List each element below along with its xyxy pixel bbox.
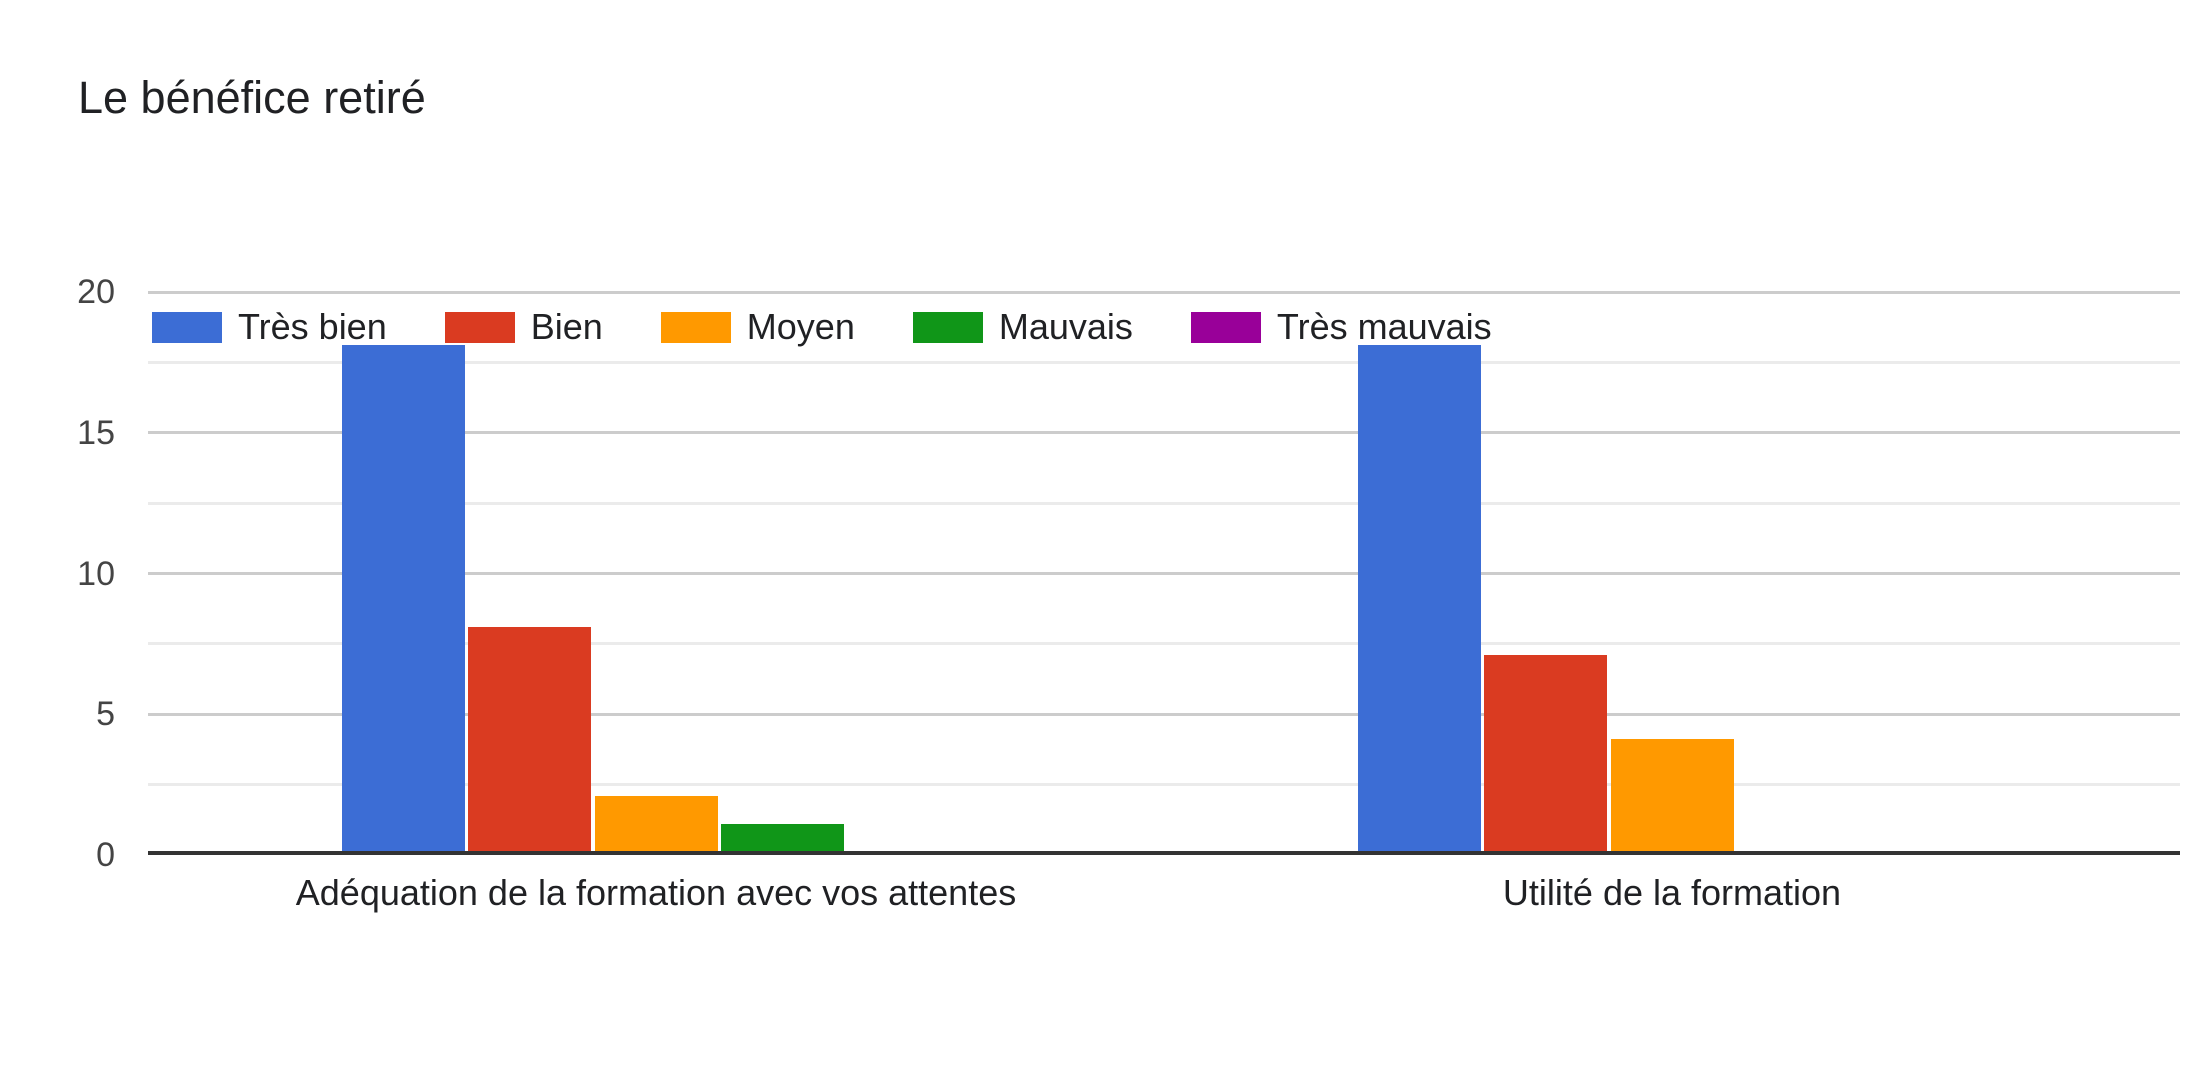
y-gridline-major — [148, 572, 2180, 575]
y-gridline-major — [148, 431, 2180, 435]
legend-label: Moyen — [746, 306, 855, 347]
legend-item-tres-bien: Très bien — [152, 306, 387, 348]
legend-item-moyen: Moyen — [660, 306, 855, 348]
bar-group1-tres-bien — [341, 345, 465, 852]
legend-swatch-tres-mauvais — [1190, 311, 1261, 343]
plot-area — [148, 290, 2180, 855]
x-axis-category-label: Utilité de la formation — [1502, 872, 1842, 913]
legend-label: Mauvais — [998, 306, 1133, 347]
y-tick-label: 20 — [77, 273, 115, 311]
x-axis-category-label: Adéquation de la formation avec vos atte… — [295, 872, 1017, 913]
bar-group1-bien — [468, 626, 592, 852]
legend-swatch-tres-bien — [152, 311, 222, 343]
legend-label: Bien — [530, 306, 603, 347]
legend-swatch-mauvais — [912, 311, 983, 343]
bar-group2-bien — [1484, 654, 1608, 852]
bar-group2-tres-bien — [1357, 345, 1481, 852]
y-gridline-minor — [148, 360, 2180, 364]
y-gridline-minor — [148, 783, 2180, 787]
y-gridline-minor — [148, 642, 2180, 646]
legend-label: Très mauvais — [1276, 306, 1492, 347]
legend-item-mauvais: Mauvais — [912, 306, 1133, 348]
y-gridline-minor — [148, 501, 2180, 505]
y-gridline-major — [148, 712, 2180, 716]
legend-swatch-bien — [444, 311, 515, 343]
y-gridline-major — [148, 290, 2180, 294]
legend-item-bien: Bien — [444, 306, 603, 348]
y-tick-label: 0 — [96, 836, 115, 874]
x-axis-line — [148, 851, 2180, 855]
y-tick-label: 15 — [77, 413, 115, 452]
bar-group2-moyen — [1610, 739, 1734, 852]
legend: Très bien Bien Moyen Mauvais Très mauvais — [152, 306, 1492, 348]
chart-title: Le bénéfice retiré — [78, 72, 426, 123]
legend-item-tres-mauvais: Très mauvais — [1190, 306, 1492, 348]
legend-label: Très bien — [238, 306, 387, 347]
legend-swatch-moyen — [660, 311, 731, 343]
y-tick-label: 10 — [77, 554, 115, 593]
y-tick-label: 5 — [96, 695, 115, 734]
bar-group1-moyen — [594, 795, 718, 852]
bar-group1-mauvais — [720, 823, 844, 852]
